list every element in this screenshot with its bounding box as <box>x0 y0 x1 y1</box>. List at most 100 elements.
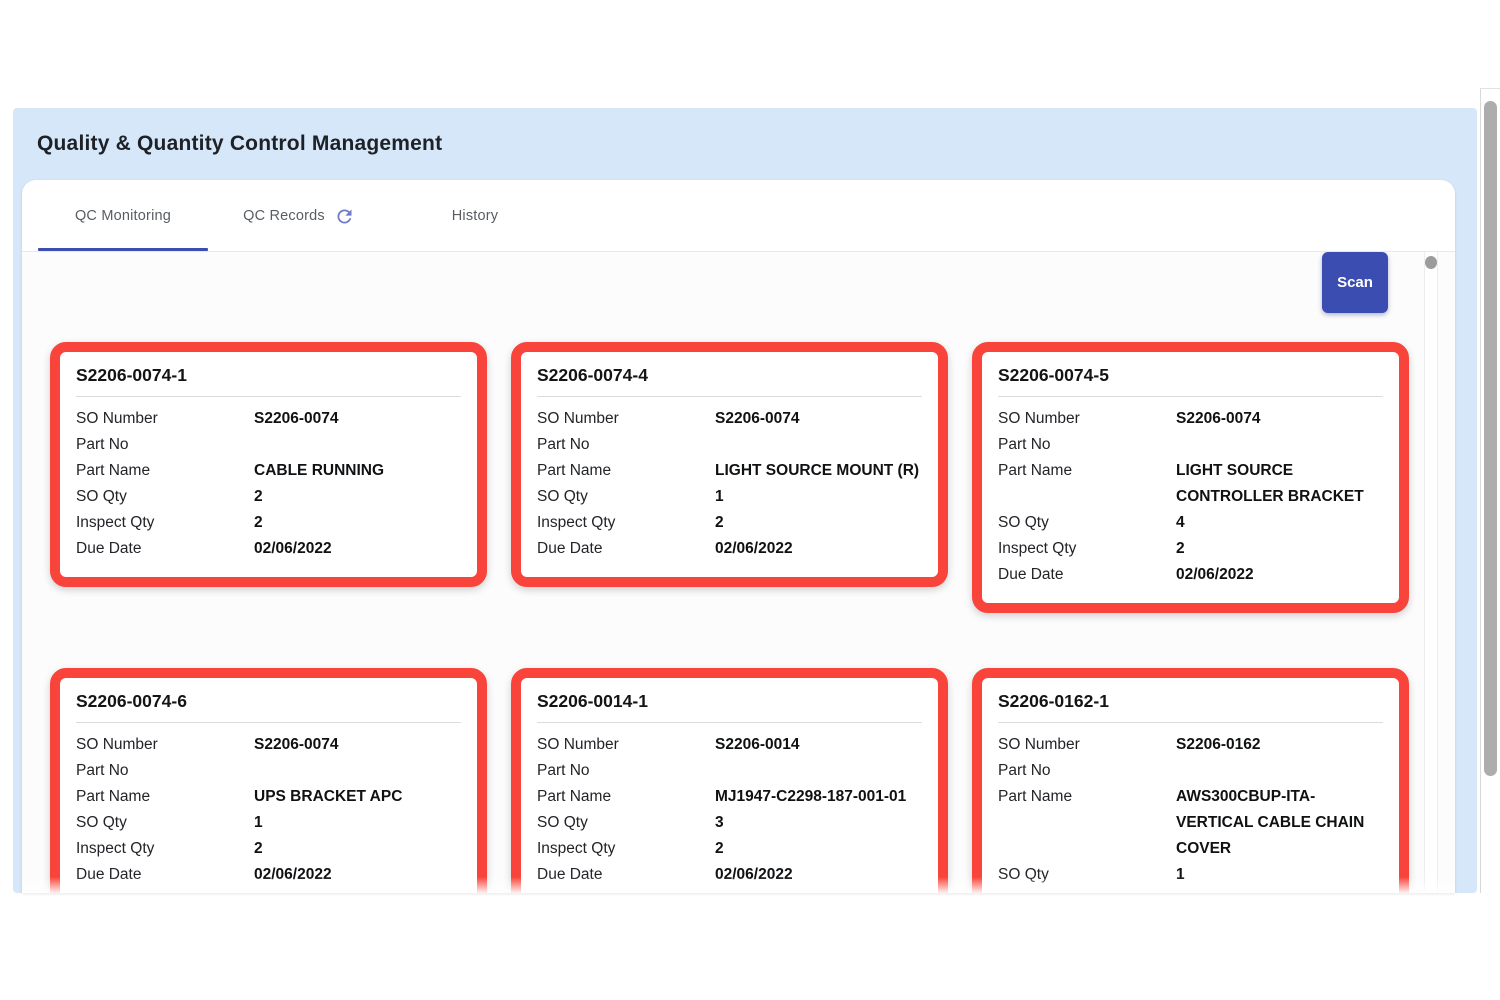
card-field-row: Due Date 02/06/2022 <box>537 536 922 562</box>
field-label: SO Qty <box>537 488 588 505</box>
active-tab-indicator <box>38 248 208 251</box>
field-label: Part No <box>76 436 129 453</box>
field-value: 2 <box>715 840 724 857</box>
field-label: Due Date <box>76 866 142 883</box>
card-field-row: SO Qty 2 <box>76 484 461 510</box>
card-field-row: Part Name MJ1947-C2298-187-001-01 <box>537 784 922 810</box>
field-value: S2206-0014 <box>715 736 800 753</box>
qc-card[interactable]: S2206-0074-6 SO Number S2206-0074 Part No… <box>50 668 487 893</box>
field-label: Due Date <box>998 566 1064 583</box>
card-field-row: SO Number S2206-0074 <box>76 406 461 432</box>
qc-card-title: S2206-0014-1 <box>537 691 648 711</box>
field-label: Inspect Qty <box>537 514 616 531</box>
card-field-row: SO Number S2206-0074 <box>76 732 461 758</box>
field-value: 4 <box>1176 514 1185 531</box>
card-field-row: Part No <box>998 432 1383 458</box>
tab-label: QC Monitoring <box>74 208 172 224</box>
card-field-row: Part Name CABLE RUNNING <box>76 458 461 484</box>
qc-card-title: S2206-0074-5 <box>998 365 1109 385</box>
qc-card-title: S2206-0074-1 <box>76 365 187 385</box>
field-value <box>254 432 461 458</box>
divider <box>998 396 1383 397</box>
field-label: SO Number <box>537 410 619 427</box>
field-value: 2 <box>715 514 724 531</box>
qc-card[interactable]: S2206-0074-5 SO Number S2206-0074 Part No… <box>972 342 1409 613</box>
field-value: 3 <box>715 814 724 831</box>
field-value: 02/06/2022 <box>254 540 332 557</box>
card-field-row: SO Qty 1 <box>537 484 922 510</box>
window-scrollbar-thumb[interactable] <box>1484 101 1497 776</box>
card-field-row: Inspect Qty 2 <box>76 836 461 862</box>
field-label: Due Date <box>537 540 603 557</box>
field-value: 02/06/2022 <box>715 540 793 557</box>
content-scrollbar-track <box>1424 252 1438 893</box>
refresh-icon[interactable] <box>334 206 355 227</box>
field-label: SO Qty <box>76 814 127 831</box>
qc-card[interactable]: S2206-0074-1 SO Number S2206-0074 Part No… <box>50 342 487 587</box>
field-label: Part Name <box>76 462 151 479</box>
card-field-row: SO Qty 1 <box>76 810 461 836</box>
tab-history[interactable]: History <box>384 180 566 252</box>
field-value <box>715 758 922 784</box>
qc-card-title: S2206-0162-1 <box>998 691 1109 711</box>
field-value: 2 <box>254 840 263 857</box>
field-value: CABLE RUNNING <box>254 462 385 479</box>
qc-monitoring-content: Scan S2206-0074-1 SO Number S2206-0074 Pa… <box>22 252 1455 893</box>
field-label: SO Qty <box>76 488 127 505</box>
field-label: Part Name <box>998 462 1073 479</box>
field-value: AWS300CBUP-ITA-VERTICAL CABLE CHAIN COVE… <box>1176 788 1365 857</box>
qc-management-panel: Quality & Quantity Control Management QC… <box>13 108 1477 893</box>
field-label: SO Qty <box>998 866 1049 883</box>
field-value: S2206-0074 <box>1176 410 1261 427</box>
card-field-row: Due Date 02/06/2022 <box>76 862 461 888</box>
field-label: Inspect Qty <box>76 840 155 857</box>
content-scrollbar-thumb[interactable] <box>1425 256 1437 269</box>
field-label: SO Number <box>998 736 1080 753</box>
field-label: SO Number <box>76 410 158 427</box>
field-value: S2206-0162 <box>1176 736 1261 753</box>
scan-button[interactable]: Scan <box>1322 252 1388 313</box>
field-label: Part No <box>537 436 590 453</box>
page-title: Quality & Quantity Control Management <box>37 132 443 155</box>
card-field-row: Part No <box>76 758 461 784</box>
field-label: Part Name <box>998 788 1073 805</box>
field-label: SO Qty <box>537 814 588 831</box>
card-field-row: Due Date 02/06/2022 <box>537 862 922 888</box>
field-label: Inspect Qty <box>998 540 1077 557</box>
field-value: LIGHT SOURCE MOUNT (R) <box>715 462 920 479</box>
field-value: S2206-0074 <box>254 736 339 753</box>
card-field-row: Inspect Qty 2 <box>537 510 922 536</box>
card-field-row: Part No <box>76 432 461 458</box>
field-label: Part No <box>76 762 129 779</box>
field-label: Part Name <box>76 788 151 805</box>
field-label: SO Qty <box>998 514 1049 531</box>
field-label: Inspect Qty <box>537 840 616 857</box>
field-label: Due Date <box>537 866 603 883</box>
card-field-row: SO Number S2206-0074 <box>537 406 922 432</box>
field-label: Due Date <box>76 540 142 557</box>
field-label: Part No <box>998 762 1051 779</box>
field-value <box>1176 432 1383 458</box>
window-scrollbar-track[interactable] <box>1480 88 1500 893</box>
field-label: SO Number <box>998 410 1080 427</box>
main-card: QC Monitoring QC Records History Scan <box>22 180 1455 893</box>
qc-card[interactable]: S2206-0162-1 SO Number S2206-0162 Part No… <box>972 668 1409 893</box>
qc-card-title: S2206-0074-4 <box>537 365 648 385</box>
tab-label: QC Records <box>243 208 325 224</box>
field-label: Part No <box>537 762 590 779</box>
card-field-row: Part Name LIGHT SOURCE MOUNT (R) <box>537 458 922 484</box>
field-value: 2 <box>254 488 263 505</box>
field-value <box>254 758 461 784</box>
qc-card[interactable]: S2206-0074-4 SO Number S2206-0074 Part No… <box>511 342 948 587</box>
card-field-row: Part No <box>537 758 922 784</box>
field-value: MJ1947-C2298-187-001-01 <box>715 788 907 805</box>
card-field-row: SO Qty 4 <box>998 510 1383 536</box>
tab-qc-records[interactable]: QC Records <box>208 180 390 252</box>
field-value: 1 <box>254 814 263 831</box>
qc-card-title: S2206-0074-6 <box>76 691 187 711</box>
field-value <box>715 432 922 458</box>
qc-card[interactable]: S2206-0014-1 SO Number S2206-0014 Part No… <box>511 668 948 893</box>
field-value: S2206-0074 <box>254 410 339 427</box>
tab-qc-monitoring[interactable]: QC Monitoring <box>38 180 208 252</box>
card-field-row: Inspect Qty 2 <box>998 536 1383 562</box>
